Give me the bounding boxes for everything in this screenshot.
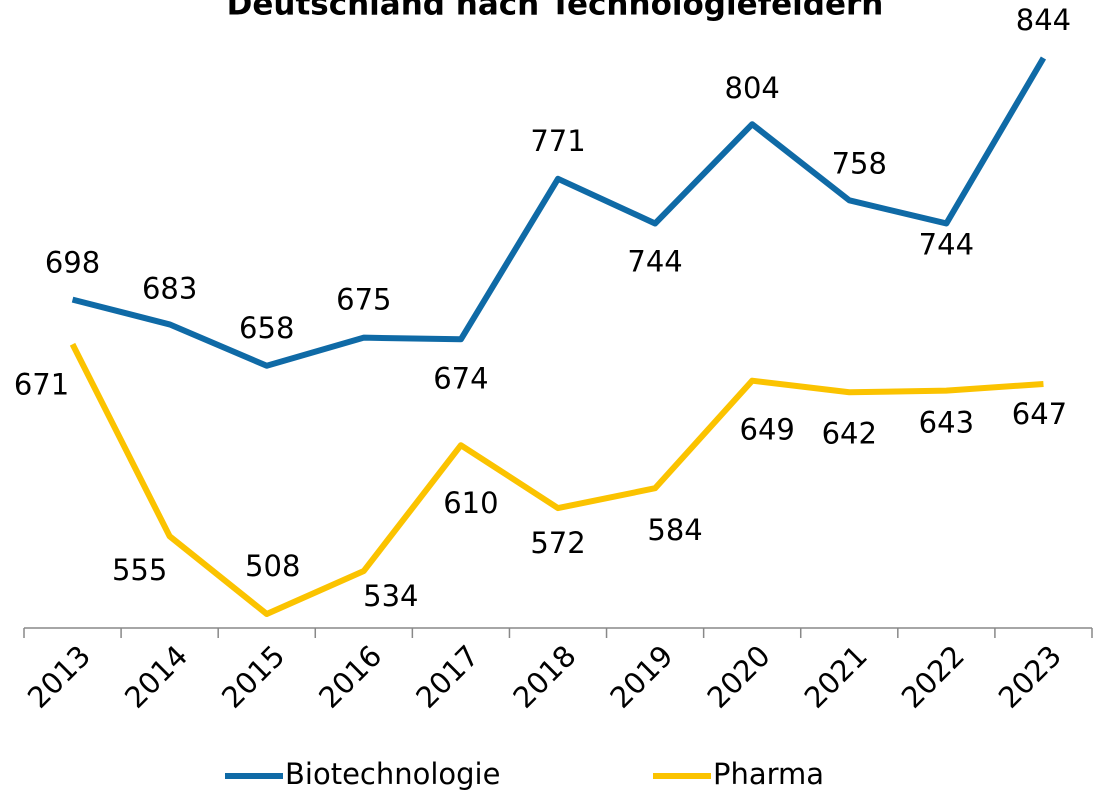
data-label: 649 bbox=[740, 413, 795, 447]
data-label: 647 bbox=[1012, 397, 1067, 431]
data-label: 744 bbox=[627, 244, 682, 278]
x-tick-label: 2016 bbox=[312, 639, 388, 715]
data-label: 642 bbox=[822, 416, 877, 450]
data-label: 674 bbox=[433, 361, 488, 395]
line-series bbox=[71, 56, 1047, 369]
data-label: 584 bbox=[647, 513, 702, 547]
x-tick-label: 2018 bbox=[506, 639, 582, 715]
data-label: 844 bbox=[1016, 3, 1071, 37]
data-label: 508 bbox=[245, 549, 300, 583]
line-series bbox=[69, 342, 1044, 617]
x-tick-label: 2019 bbox=[603, 639, 679, 715]
data-label: 555 bbox=[112, 553, 167, 587]
data-label: 572 bbox=[530, 526, 585, 560]
data-label: 675 bbox=[336, 283, 391, 317]
data-label: 771 bbox=[530, 124, 585, 158]
data-label: 758 bbox=[832, 146, 887, 180]
data-label: 804 bbox=[725, 71, 780, 105]
legend-label: Pharma bbox=[713, 757, 824, 791]
data-label: 698 bbox=[45, 246, 100, 280]
x-tick-label: 2013 bbox=[21, 639, 97, 715]
data-label: 658 bbox=[239, 311, 294, 345]
data-label: 534 bbox=[363, 579, 418, 613]
x-tick-label: 2023 bbox=[992, 639, 1068, 715]
x-tick-label: 2015 bbox=[215, 639, 291, 715]
chart-title: Deutschland nach Technologiefeldern bbox=[227, 0, 884, 23]
x-tick-label: 2014 bbox=[118, 639, 194, 715]
data-label: 643 bbox=[919, 406, 974, 440]
x-tick-label: 2020 bbox=[701, 639, 777, 715]
data-label: 610 bbox=[443, 486, 498, 520]
x-tick-label: 2017 bbox=[409, 639, 485, 715]
legend-label: Biotechnologie bbox=[285, 757, 500, 791]
x-tick-label: 2022 bbox=[895, 639, 971, 715]
data-label: 671 bbox=[14, 367, 69, 401]
data-label: 683 bbox=[142, 271, 197, 305]
data-label: 744 bbox=[919, 227, 974, 261]
x-tick-label: 2021 bbox=[798, 639, 874, 715]
